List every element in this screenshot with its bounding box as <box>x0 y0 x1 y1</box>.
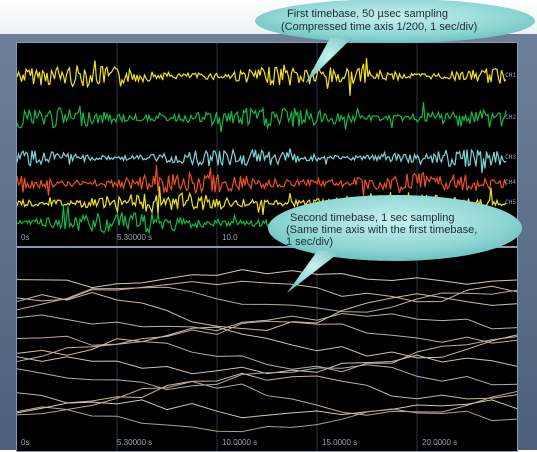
trend-trace-group <box>17 269 517 433</box>
x-tick-label: 15.0000 s <box>322 438 358 447</box>
waveform-trace <box>17 165 507 197</box>
annotation-bottom-line1: Second timebase, 1 sec sampling <box>290 212 455 224</box>
x-tick-label: 5.30000 s <box>117 233 153 242</box>
second-timebase-panel[interactable]: 0s 5.30000 s 10.0000 s 15.0000 s 20.0000… <box>16 247 518 452</box>
trend-line <box>17 280 517 303</box>
bottom-callout-bubble <box>268 195 522 293</box>
x-tick-label: 0s <box>21 438 30 447</box>
annotation-bottom-line2: (Same time axis with the first timebase, <box>286 224 478 236</box>
trend-line <box>17 372 517 404</box>
x-tick-label: 5.30000 s <box>117 438 153 447</box>
channel-label: CH4 <box>505 179 516 186</box>
trend-line <box>17 408 517 433</box>
x-tick-label: 10.0000 s <box>222 438 258 447</box>
trend-line <box>17 354 517 375</box>
channel-label: CH1 <box>505 72 516 79</box>
second-timebase-waveforms <box>17 248 517 451</box>
annotation-top-line2: (Compressed time axis 1/200, 1 sec/div) <box>281 21 478 33</box>
x-tick-label: 10.0 <box>222 233 238 242</box>
trend-line <box>17 320 517 346</box>
trend-line <box>17 291 517 332</box>
channel-label: CH5 <box>505 199 516 206</box>
channel-label: CH3 <box>505 154 516 161</box>
waveform-trace <box>17 147 507 174</box>
annotation-bottom-line3: 1 sec/div) <box>286 236 334 248</box>
trend-line <box>17 336 517 373</box>
trend-line <box>17 312 517 332</box>
waveform-trace <box>17 102 507 133</box>
waveform-trace <box>17 57 507 96</box>
trend-line <box>17 269 517 289</box>
x-tick-label: 20.0000 s <box>422 438 458 447</box>
channel-label: CH2 <box>505 114 516 121</box>
trend-line <box>17 364 517 391</box>
grid-lines <box>116 248 418 451</box>
x-tick-label: 0s <box>21 233 30 242</box>
trend-line <box>17 286 517 313</box>
trend-line <box>17 399 517 419</box>
annotation-top-line1: First timebase, 50 µsec sampling <box>287 8 449 20</box>
top-callout-bubble <box>255 0 535 84</box>
